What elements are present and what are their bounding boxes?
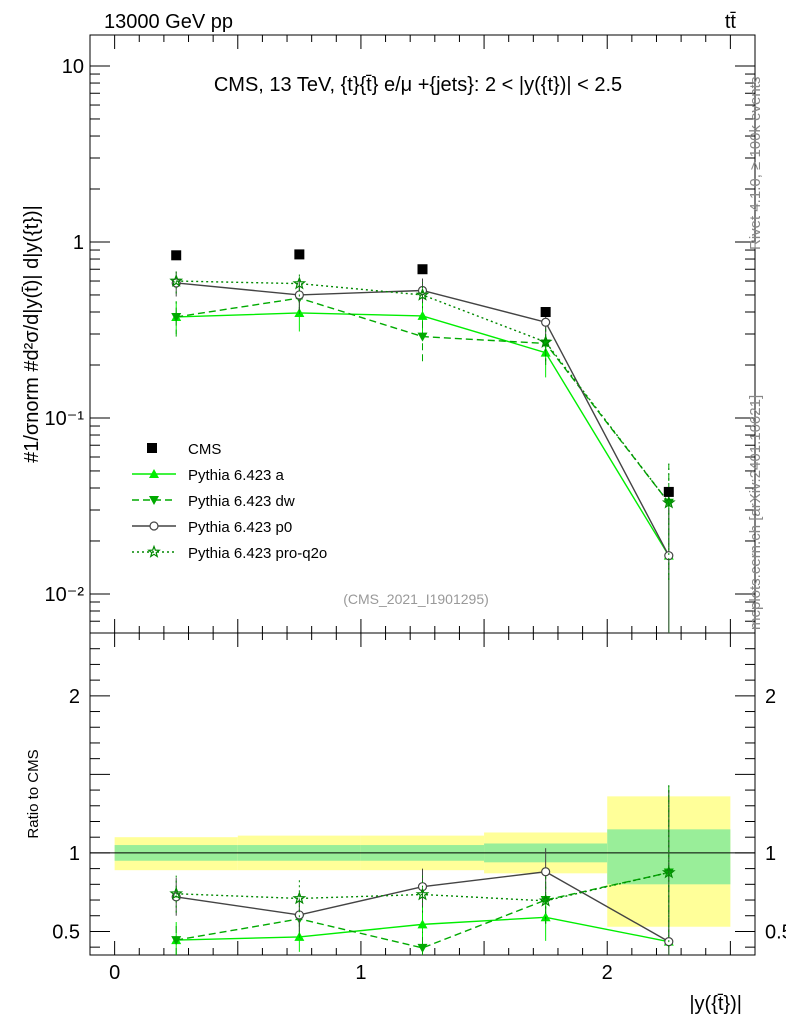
series-1-point-main <box>171 312 182 322</box>
series-3-point-ratio <box>538 893 553 907</box>
series-3-line-ratio <box>176 871 669 902</box>
legend-marker-series-0 <box>149 469 159 478</box>
header-right: tt̄ <box>725 11 737 33</box>
legend: CMS Pythia 6.423 a Pythia 6.423 dw Pythia 6… <box>132 441 327 562</box>
legend-label-series-2: Pythia 6.423 p0 <box>188 519 292 536</box>
y-tick-label-ratio: 0.5 <box>52 921 80 943</box>
series-3-point-ratio <box>415 887 430 901</box>
series-1-point-ratio <box>540 896 551 906</box>
x-tick-label: 1 <box>355 962 366 984</box>
series-1-point-ratio <box>417 943 428 953</box>
axes-ticks: 0 1 2 10 1 10⁻¹ 10⁻² 2 2 1 1 0.5 0.5 <box>45 35 786 984</box>
legend-marker-series-2 <box>149 521 159 531</box>
mcplots-label: mcplots.cern.ch [arXiv:2401.10621] <box>747 395 764 630</box>
series-3-point-main <box>538 334 553 348</box>
chart-title: CMS, 13 TeV, {t}{t̄} e/μ +{jets}: 2 < |y… <box>214 74 622 96</box>
series-0-point-main <box>417 310 428 320</box>
legend-label-series-3: Pythia 6.423 pro-q2o <box>188 545 327 562</box>
cms-data-point <box>294 249 305 260</box>
series-3-point-main <box>415 287 430 301</box>
y-axis-title-main: #1/σnorm #d²σ/d|y(t̄)| d|y({t})| <box>21 205 43 463</box>
legend-marker-cms <box>147 443 157 453</box>
y-tick-label-ratio-right: 0.5 <box>765 921 786 943</box>
y-tick-label-main: 10⁻¹ <box>45 408 85 430</box>
y-tick-label-ratio: 2 <box>69 686 80 708</box>
y-tick-label-main: 1 <box>73 232 84 254</box>
series-0-point-ratio <box>417 919 428 929</box>
y-tick-label-main: 10 <box>62 56 84 78</box>
y-axis-title-ratio: Ratio to CMS <box>25 749 42 838</box>
rivet-label: Rivet 4.1.0, ≥ 100k events <box>747 77 764 250</box>
x-tick-label: 2 <box>602 962 613 984</box>
cms-data-point <box>540 307 551 318</box>
cms-data-layer <box>171 249 674 497</box>
legend-marker-series-1 <box>149 496 159 505</box>
series-layer <box>169 269 676 955</box>
header-left: 13000 GeV pp <box>104 11 233 33</box>
series-1-line-ratio <box>176 871 669 949</box>
legend-marker-series-3 <box>147 544 161 558</box>
cms-data-point <box>663 486 674 497</box>
series-1-point-main <box>417 332 428 342</box>
x-tick-label: 0 <box>109 962 120 984</box>
x-axis-title: |y({t̄})| <box>689 993 742 1015</box>
series-2-point-main <box>541 317 551 327</box>
y-tick-label-main: 10⁻² <box>45 584 85 606</box>
series-2-point-ratio <box>541 867 551 877</box>
series-3-point-ratio <box>169 886 184 900</box>
analysis-tag: (CMS_2021_I1901295) <box>343 591 489 607</box>
cms-data-point <box>171 250 182 261</box>
series-3-line-main <box>176 280 670 504</box>
series-3-point-ratio <box>661 865 676 879</box>
series-3-point-main <box>292 276 307 290</box>
legend-label-series-1: Pythia 6.423 dw <box>188 493 295 510</box>
series-3-point-main <box>169 273 184 287</box>
cms-data-point <box>417 264 428 275</box>
legend-label-series-0: Pythia 6.423 a <box>188 467 285 484</box>
y-tick-label-ratio: 1 <box>69 843 80 865</box>
series-3-point-ratio <box>292 891 307 905</box>
legend-label-cms: CMS <box>188 441 221 458</box>
series-1-point-ratio <box>171 936 182 946</box>
series-3-point-main <box>661 495 676 509</box>
y-tick-label-ratio-right: 1 <box>765 843 776 865</box>
y-tick-label-ratio-right: 2 <box>765 686 776 708</box>
